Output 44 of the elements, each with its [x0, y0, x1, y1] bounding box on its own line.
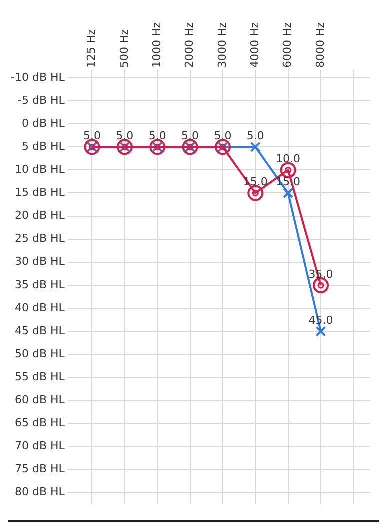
point: [150, 139, 166, 156]
data-label: 5.0: [182, 130, 200, 143]
x-tick-label: 4000 Hz: [248, 22, 262, 68]
y-tick-label: 65 dB HL: [14, 416, 66, 430]
point: [250, 142, 261, 152]
x-tick-label: 500 Hz: [118, 29, 131, 68]
y-tick-label: 75 dB HL: [14, 462, 66, 476]
x-tick-label: 2000 Hz: [183, 22, 196, 68]
point: [312, 277, 329, 294]
data-label: 5.0: [116, 130, 134, 143]
point: [84, 139, 100, 156]
y-tick-label: 80 dB HL: [14, 486, 66, 499]
data-label: 10.0: [276, 152, 301, 166]
y-tick-label: -5 dB HL: [18, 94, 66, 107]
x-tick-label: 8000 Hz: [314, 22, 327, 68]
y-tick-label: 30 dB HL: [14, 255, 66, 268]
x-tick-label: 1000 Hz: [150, 22, 164, 68]
y-tick-label: 55 dB HL: [14, 370, 66, 384]
y-tick-label: 10 dB HL: [14, 163, 66, 176]
y-tick-label: 25 dB HL: [14, 232, 66, 246]
y-tick-label: 5 dB HL: [22, 140, 66, 154]
point: [116, 139, 133, 156]
y-tick-label: 40 dB HL: [14, 301, 66, 314]
y-tick-label: 20 dB HL: [14, 209, 66, 222]
data-label: 5.0: [83, 130, 101, 143]
point: [316, 326, 326, 337]
y-tick-label: 35 dB HL: [14, 278, 66, 292]
data-label: 5.0: [246, 130, 264, 143]
point: [283, 188, 294, 198]
y-tick-label: 45 dB HL: [14, 324, 66, 338]
data-label: 5.0: [148, 130, 166, 143]
point: [214, 139, 231, 156]
y-tick-label: 0 dB HL: [22, 116, 66, 130]
x-tick-label: 125 Hz: [85, 29, 98, 68]
data-label: 5.0: [214, 130, 232, 143]
y-tick-label: -10 dB HL: [11, 70, 66, 84]
point: [182, 139, 198, 156]
y-tick-label: 50 dB HL: [14, 347, 66, 360]
y-tick-label: 70 dB HL: [14, 440, 66, 453]
y-tick-label: 60 dB HL: [14, 394, 66, 407]
y-tick-label: 15 dB HL: [14, 186, 66, 200]
x-tick-label: 6000 Hz: [281, 22, 294, 68]
point: [248, 185, 264, 202]
x-tick-label: 3000 Hz: [216, 22, 229, 68]
